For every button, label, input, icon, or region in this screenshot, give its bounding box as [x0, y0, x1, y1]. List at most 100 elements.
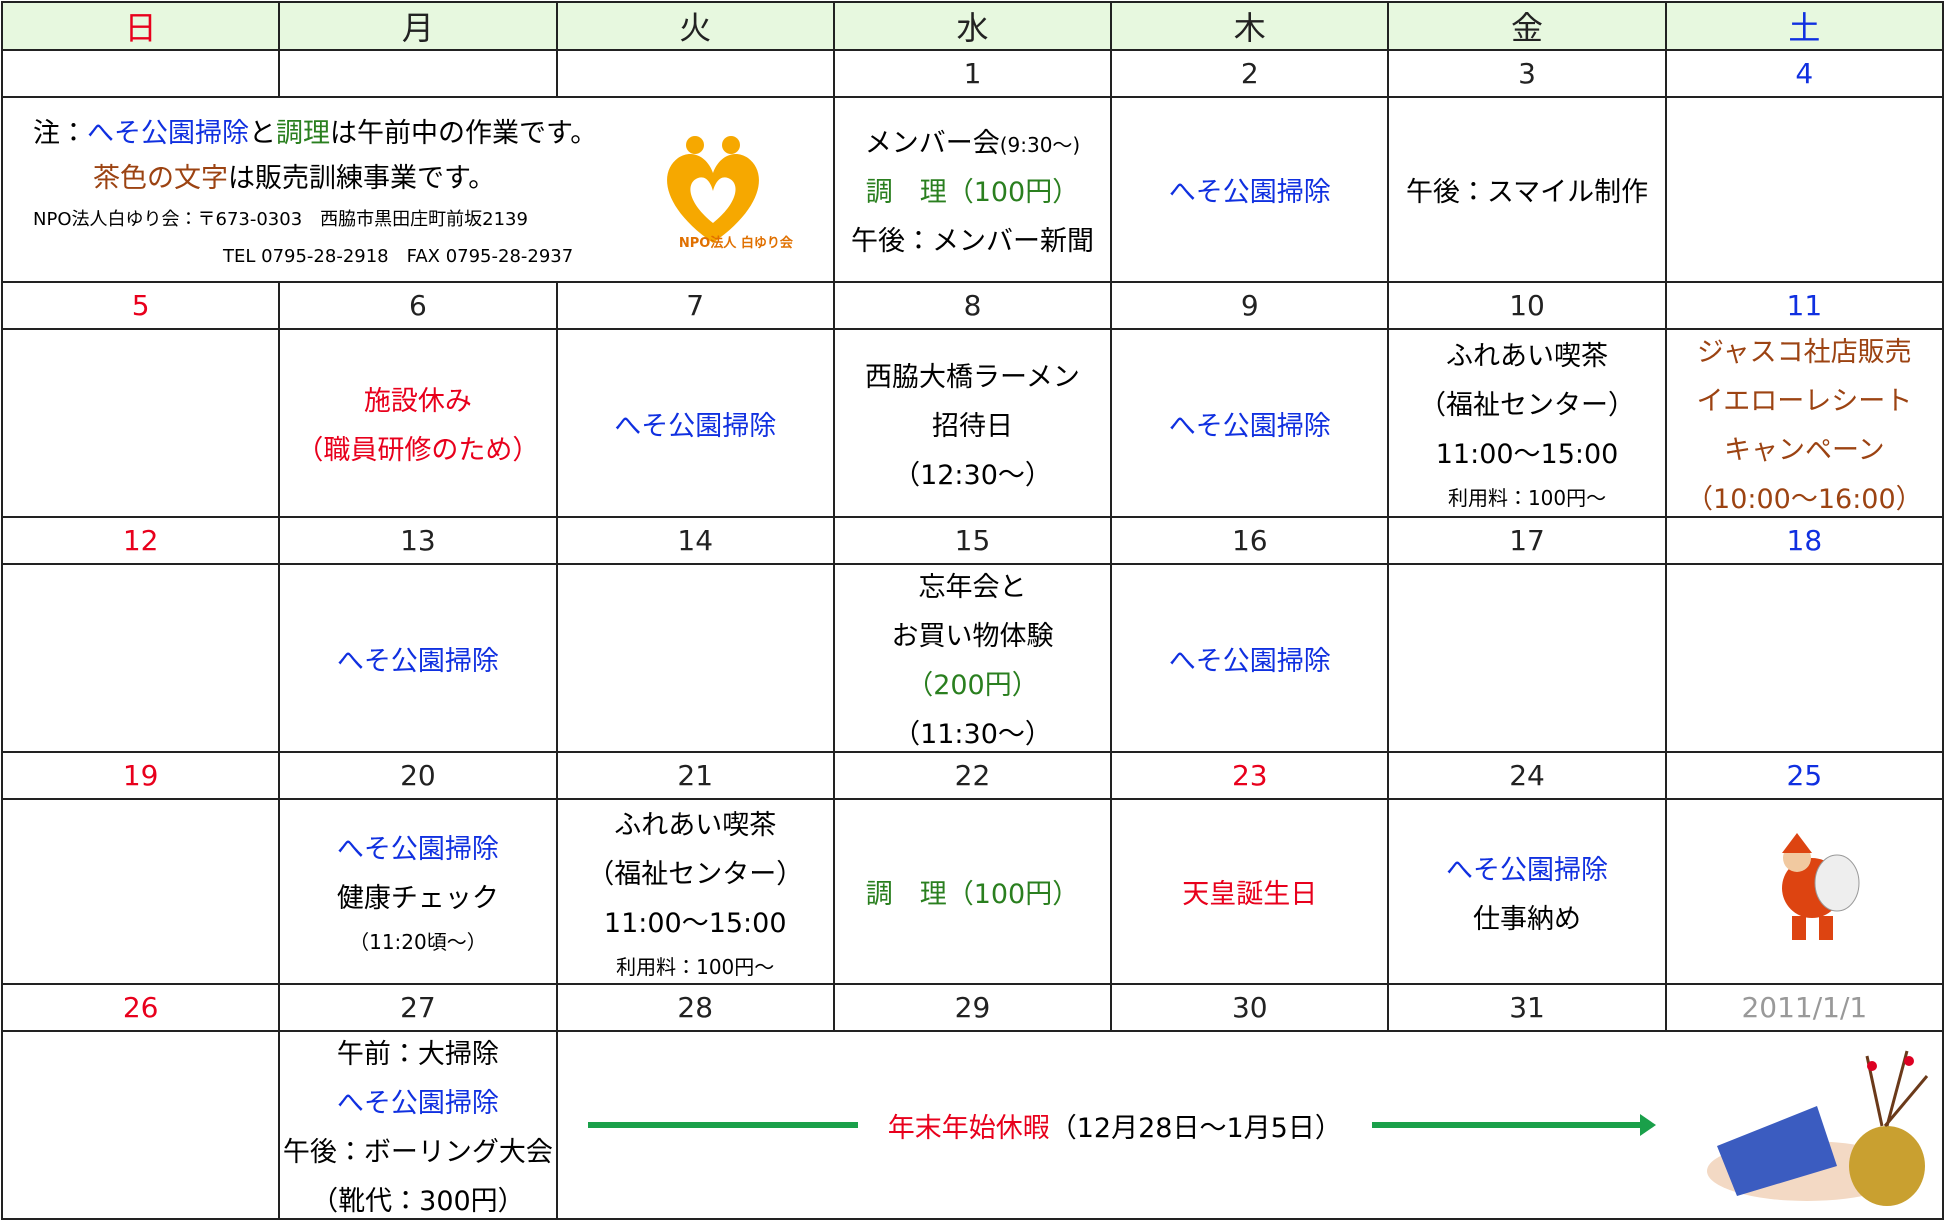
text: 年末年始休暇 [887, 1112, 1050, 1144]
date-row: 26 27 28 29 30 31 2011/1/1 [0, 983, 1945, 1032]
text: 11:00～15:00 [1435, 439, 1619, 470]
text: へそ公園掃除 [336, 1088, 499, 1119]
line: 午前：大掃除 [337, 1032, 499, 1071]
text: 午後：ボーリング大会 [282, 1137, 553, 1168]
line: へそ公園掃除 [1169, 404, 1331, 443]
day-cell [1664, 96, 1945, 283]
date: 2011/1/1 [1664, 983, 1945, 1032]
line: 調 理（100円） [866, 872, 1080, 911]
text: へそ公園掃除 [336, 645, 499, 677]
cell-content [1389, 565, 1664, 751]
date [0, 49, 281, 98]
line: 年末年始休暇（12月28日～1月5日） [888, 1106, 1342, 1145]
text: 午後：メンバー新聞 [850, 226, 1094, 257]
text: メンバー会 [864, 128, 1000, 159]
date-row: 12 13 14 15 16 17 18 [0, 516, 1945, 565]
cell-content: へそ公園掃除 [1112, 98, 1387, 281]
day-cell: 調 理（100円） [832, 798, 1113, 985]
cell-content: へそ公園掃除 [1112, 330, 1387, 516]
line: 招待日 [932, 404, 1013, 443]
day-cell: へそ公園掃除 [1110, 328, 1390, 518]
cell-content [1667, 565, 1942, 751]
text: 注： [33, 117, 87, 149]
line: 11:00～15:00 [604, 901, 787, 940]
cell-content [3, 800, 278, 983]
cell-content: 天皇誕生日 [1112, 800, 1387, 983]
day-cell: 忘年会と お買い物体験 （200円） （11:30～） [832, 563, 1113, 753]
date: 28 [555, 983, 835, 1032]
day-cell [1664, 563, 1945, 753]
line: TEL 0795-28-2918 FAX 0795-28-2937 [33, 238, 573, 269]
line: お買い物体験 [891, 614, 1053, 653]
day-cell: 西脇大橋ラーメン 招待日 （12:30～） [832, 328, 1113, 518]
day-cell: ジャスコ社店販売 イエローレシート キャンペーン （10:00～16:00） [1664, 328, 1945, 518]
line: へそ公園掃除 [337, 639, 499, 678]
text: 忘年会と [918, 572, 1027, 603]
date: 8 [832, 281, 1113, 330]
text: 11:00～15:00 [603, 907, 787, 939]
line: へそ公園掃除 [337, 1081, 499, 1120]
date [555, 49, 835, 98]
text: （10:00～16:00） [1686, 484, 1923, 515]
date: 6 [278, 281, 558, 330]
text: 利用料：100円～ [616, 954, 775, 979]
arrow [587, 1122, 858, 1128]
date: 9 [1110, 281, 1390, 330]
date: 18 [1664, 516, 1945, 565]
line: （福祉センター） [1419, 383, 1635, 422]
day-cell [0, 1030, 281, 1220]
cell-content: へそ公園掃除 健康チェック （11:20頃～） [280, 800, 555, 983]
day-cell: へそ公園掃除 健康チェック （11:20頃～） [278, 798, 558, 985]
line: へそ公園掃除 [1169, 170, 1331, 209]
text: 仕事納め [1473, 903, 1582, 935]
line: へそ公園掃除 [337, 827, 499, 866]
cell-content [3, 330, 278, 516]
text: 調 理（100円） [865, 879, 1080, 910]
text: イエローレシート [1696, 386, 1913, 417]
text: (9:30～) [999, 133, 1081, 157]
content-row: へそ公園掃除 健康チェック （11:20頃～） ふれあい喫茶 （福祉センター） 11:00… [0, 798, 1945, 985]
line: （福祉センター） [587, 852, 803, 891]
date: 23 [1110, 751, 1390, 800]
line: （職員研修のため） [296, 428, 539, 467]
day-cell: へそ公園掃除 [278, 563, 558, 753]
text: 午後：スマイル制作 [1405, 177, 1649, 208]
line: 西脇大橋ラーメン [865, 355, 1080, 394]
date: 4 [1664, 49, 1945, 98]
line: メンバー会(9:30～) [865, 121, 1081, 160]
date: 11 [1664, 281, 1945, 330]
date: 14 [555, 516, 835, 565]
weekday: 日 [0, 1, 281, 51]
text: へそ公園掃除 [1168, 410, 1331, 442]
text: ふれあい喫茶 [1446, 341, 1609, 372]
date: 21 [555, 751, 835, 800]
line: 健康チェック [337, 876, 499, 915]
line: イエローレシート [1696, 379, 1912, 418]
cell-content: 午後：スマイル制作 [1389, 98, 1664, 281]
date: 29 [832, 983, 1113, 1032]
day-cell: ふれあい喫茶 （福祉センター） 11:00～15:00 利用料：100円～ [555, 798, 835, 985]
text: （12:30～） [893, 459, 1052, 491]
text: 調理 [276, 117, 330, 149]
cell-content: 調 理（100円） [835, 800, 1110, 983]
text: 健康チェック [336, 883, 499, 914]
text: へそ公園掃除 [1168, 645, 1331, 677]
weekday: 水 [832, 1, 1113, 51]
text: （200円） [906, 670, 1039, 701]
text: ふれあい喫茶 [614, 809, 777, 841]
text: （福祉センター） [587, 858, 804, 890]
note: 注：へそ公園掃除と調理は午前中の作業です。 茶色の文字は販売訓練事業です。 NPO法… [3, 98, 833, 281]
day-cell: メンバー会(9:30～) 調 理（100円） 午後：メンバー新聞 [832, 96, 1113, 283]
cell-content: 午前：大掃除 へそ公園掃除 午後：ボーリング大会 （靴代：300円） [280, 1032, 555, 1218]
text: は午前中の作業です。 [330, 117, 598, 149]
text: へそ公園掃除 [87, 117, 249, 149]
date: 7 [555, 281, 835, 330]
date: 26 [0, 983, 281, 1032]
date: 15 [832, 516, 1113, 565]
date: 5 [0, 281, 281, 330]
line: 忘年会と [918, 565, 1026, 604]
text: 調 理（100円） [865, 177, 1080, 208]
